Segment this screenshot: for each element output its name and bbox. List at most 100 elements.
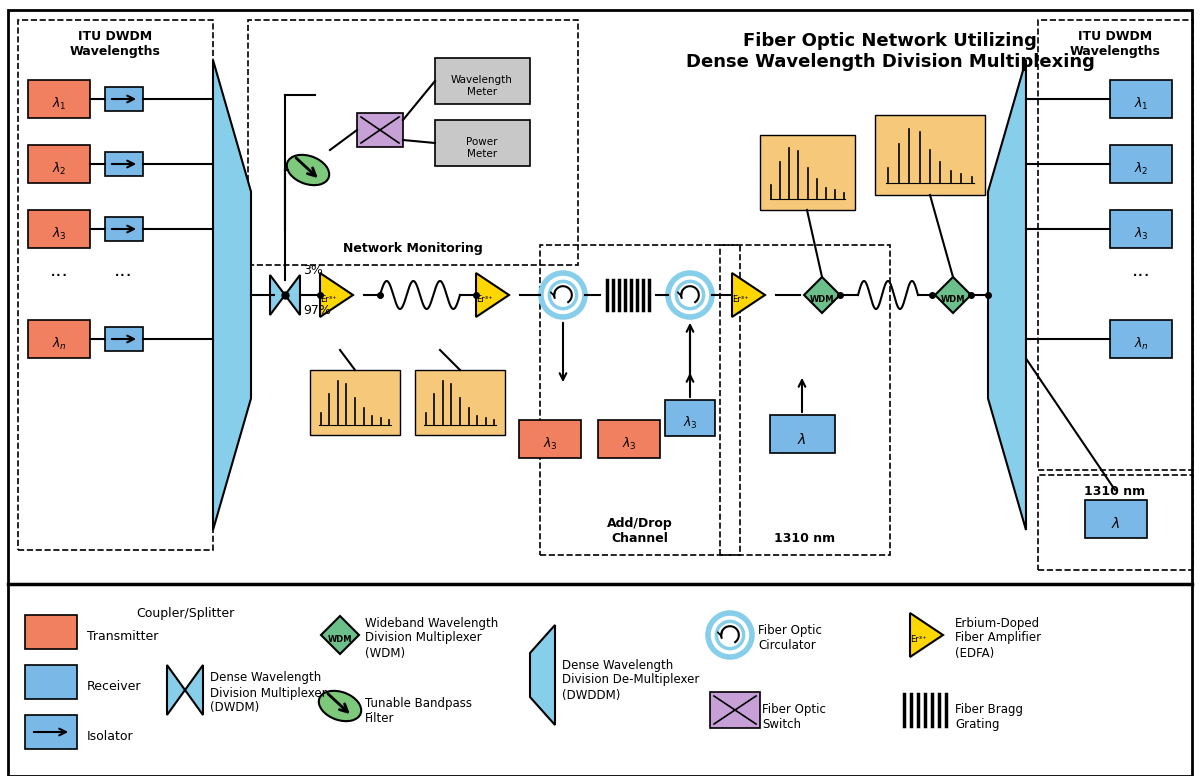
Bar [598,420,660,458]
Text: $\lambda_2$: $\lambda_2$ [52,161,66,177]
Text: $\lambda$: $\lambda$ [1111,517,1121,532]
Text: ...: ... [49,261,68,279]
Text: Power
Meter: Power Meter [467,137,498,159]
Text: Er³⁺: Er³⁺ [911,636,928,645]
Polygon shape [270,275,286,315]
Bar [520,420,581,458]
Bar [28,320,90,358]
Bar [760,135,854,210]
Polygon shape [988,60,1026,530]
Bar [106,87,143,111]
Text: Dense Wavelength
Division Multiplexer
(DWDM): Dense Wavelength Division Multiplexer (D… [210,671,326,715]
Text: $\lambda$: $\lambda$ [797,431,806,446]
Bar [720,245,890,555]
Text: $\lambda_3$: $\lambda_3$ [622,436,636,452]
Bar [1110,210,1172,248]
Polygon shape [320,273,353,317]
Text: Dense Wavelength
Division De-Multiplexer
(DWDDM): Dense Wavelength Division De-Multiplexer… [562,659,700,702]
Polygon shape [214,60,251,530]
Ellipse shape [287,155,329,185]
Bar [770,415,835,453]
Text: Isolator: Isolator [88,730,133,743]
Text: $\lambda_3$: $\lambda_3$ [542,436,558,452]
Text: Er³⁺: Er³⁺ [320,296,337,304]
Polygon shape [322,616,359,654]
Text: Er³⁺: Er³⁺ [476,296,493,304]
Bar [25,615,77,649]
Bar [436,120,530,166]
Bar [28,145,90,183]
Polygon shape [286,275,300,315]
Bar [540,245,740,555]
Bar [8,10,1192,584]
Bar [1085,500,1147,538]
Bar [106,152,143,176]
Bar [1110,145,1172,183]
Text: ITU DWDM
Wavelengths: ITU DWDM Wavelengths [70,30,161,58]
Text: Fiber Bragg
Grating: Fiber Bragg Grating [955,703,1022,731]
Bar [436,58,530,104]
Text: Coupler/Splitter: Coupler/Splitter [136,607,234,620]
Bar [248,20,578,265]
Ellipse shape [319,691,361,721]
Text: Wavelength
Meter: Wavelength Meter [451,75,512,97]
Text: 3%: 3% [302,264,323,276]
Polygon shape [476,273,509,317]
Text: ITU DWDM
Wavelengths: ITU DWDM Wavelengths [1069,30,1160,58]
Text: $\lambda_2$: $\lambda_2$ [1134,161,1148,177]
Bar [28,210,90,248]
Bar [25,715,77,749]
Text: $\lambda_n$: $\lambda_n$ [1134,336,1148,352]
Circle shape [708,613,752,657]
Text: Receiver: Receiver [88,681,142,694]
Text: WDM: WDM [810,296,834,304]
Text: $\lambda_n$: $\lambda_n$ [52,336,66,352]
Bar [8,584,1192,776]
Text: $\lambda_3$: $\lambda_3$ [52,226,66,242]
Bar [1038,20,1193,470]
Bar [875,115,985,195]
Bar [1110,320,1172,358]
Text: Transmitter: Transmitter [88,630,158,643]
Text: $\lambda_1$: $\lambda_1$ [1134,96,1148,112]
Circle shape [668,273,712,317]
Text: 1310 nm: 1310 nm [774,532,835,545]
Text: Add/Drop
Channel: Add/Drop Channel [607,517,673,545]
Bar [665,400,715,436]
Polygon shape [910,613,943,657]
Bar [106,217,143,241]
Polygon shape [530,625,554,725]
Text: Wideband Wavelength
Division Multiplexer
(WDM): Wideband Wavelength Division Multiplexer… [365,616,498,660]
Text: Tunable Bandpass
Filter: Tunable Bandpass Filter [365,697,472,725]
Bar [18,20,214,550]
Bar [710,692,760,728]
Text: Network Monitoring: Network Monitoring [343,242,482,255]
Circle shape [716,622,744,649]
Text: Erbium-Doped
Fiber Amplifier
(EDFA): Erbium-Doped Fiber Amplifier (EDFA) [955,616,1042,660]
Text: Fiber Optic
Circulator: Fiber Optic Circulator [758,624,822,652]
Bar [1110,80,1172,118]
Text: ...: ... [1132,261,1151,279]
Text: $\lambda_3$: $\lambda_3$ [1134,226,1148,242]
Polygon shape [167,665,185,715]
Text: WDM: WDM [328,636,353,645]
Polygon shape [935,277,971,313]
Bar [1038,475,1193,570]
Bar [28,80,90,118]
Text: 1310 nm: 1310 nm [1085,485,1146,498]
Text: $\lambda_1$: $\lambda_1$ [52,96,66,112]
Text: WDM: WDM [941,296,965,304]
Bar [106,327,143,351]
Text: ...: ... [114,261,132,279]
Circle shape [550,282,577,309]
Text: Er³⁺: Er³⁺ [732,296,749,304]
Polygon shape [804,277,840,313]
Polygon shape [185,665,203,715]
Text: Fiber Optic Network Utilizing
Dense Wavelength Division Multiplexing: Fiber Optic Network Utilizing Dense Wave… [685,32,1094,71]
Text: 97%: 97% [302,303,331,317]
Bar [310,370,400,435]
Circle shape [677,282,703,309]
Polygon shape [732,273,766,317]
Text: Fiber Optic
Switch: Fiber Optic Switch [762,703,826,731]
Text: $\lambda_3$: $\lambda_3$ [683,415,697,431]
